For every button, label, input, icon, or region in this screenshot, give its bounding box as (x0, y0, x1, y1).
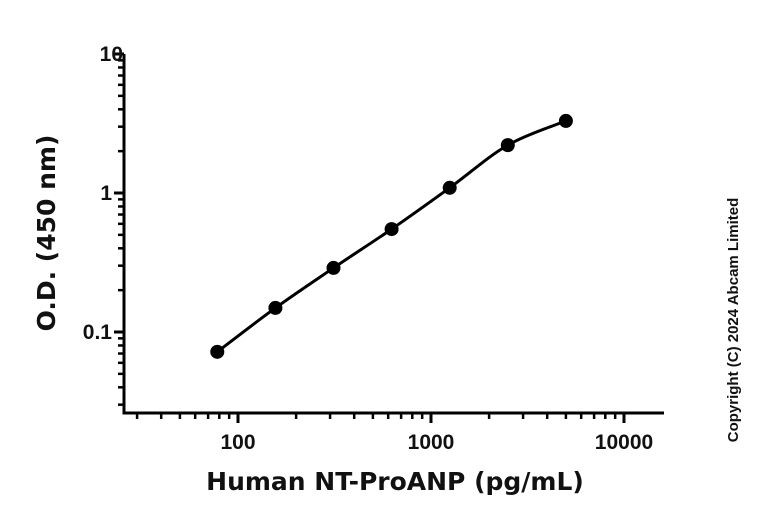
data-point (442, 180, 457, 195)
y-axis-title: O.D. (450 nm) (32, 135, 61, 332)
y-tick-label-0-1: 0.1 (83, 321, 113, 344)
y-tick-label-10: 10 (100, 43, 123, 66)
x-tick-label-1000: 1000 (408, 431, 455, 454)
x-tick-label-100: 100 (220, 431, 255, 454)
data-point (558, 113, 573, 128)
y-tick-label-1: 1 (100, 182, 112, 205)
fit-curve (216, 119, 567, 354)
fit-line (216, 119, 567, 354)
data-point (384, 222, 399, 237)
data-point (326, 260, 341, 275)
x-tick-label-10000: 10000 (595, 431, 653, 454)
x-axis-title: Human NT-ProANP (pg/mL) (206, 467, 584, 496)
data-point (268, 300, 283, 315)
axes (114, 52, 664, 423)
data-point (210, 344, 225, 359)
copyright-notice: Copyright (C) 2024 Abcam Limited (725, 198, 742, 442)
data-points (210, 113, 573, 359)
data-point (500, 138, 515, 153)
